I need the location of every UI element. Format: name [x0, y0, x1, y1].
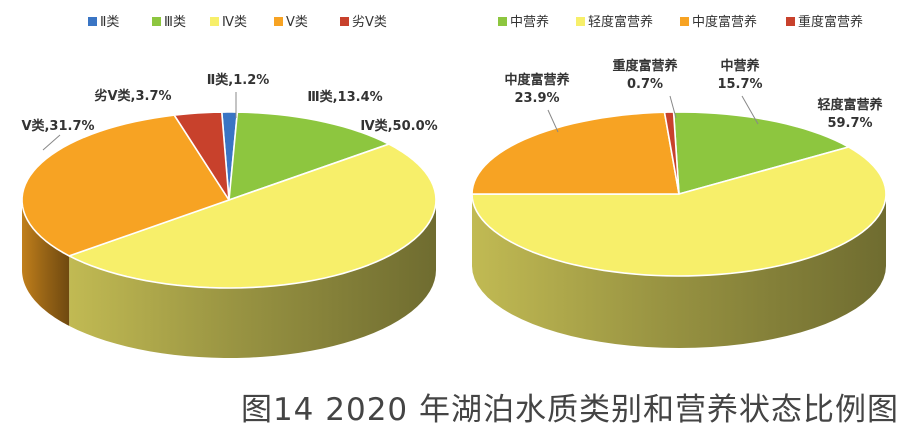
figure-caption: 图14 2020 年湖泊水质类别和营养状态比例图 [240, 392, 899, 428]
data-label: 劣Ⅴ类,3.7% [94, 88, 171, 104]
legend-swatch [680, 17, 689, 26]
leader-line [741, 95, 759, 125]
legend-label: Ⅳ类 [222, 15, 247, 30]
data-label: 中度富营养 [504, 72, 570, 88]
data-label: 23.9% [514, 91, 559, 106]
legend-swatch [340, 17, 349, 26]
data-label: Ⅴ类,31.7% [21, 118, 94, 134]
chart-canvas: Ⅱ类 Ⅲ类 Ⅳ类 Ⅴ类 劣Ⅴ类 Ⅱ类,1.2% Ⅲ类,13.4% Ⅳ类,50.0% Ⅴ类,31.… [21, 14, 887, 358]
pie-top-faces [21, 111, 437, 289]
data-label: 15.7% [717, 77, 762, 92]
chart-legend: Ⅱ类 Ⅲ类 Ⅳ类 Ⅴ类 劣Ⅴ类 [88, 15, 387, 30]
pie-slice-slice-4 [173, 111, 230, 201]
trophic-state-pie-chart: 中营养 轻度富营养 中度富营养 重度富营养中营养15.7%轻度富营养59.7%中度富营… [471, 14, 887, 348]
legend-swatch [210, 17, 219, 26]
pie-slice-slice-2 [471, 111, 680, 195]
legend-swatch [274, 17, 283, 26]
data-label: 轻度富营养 [817, 97, 883, 113]
data-label: 59.7% [827, 116, 872, 131]
legend-swatch [498, 17, 507, 26]
chart-legend: 中营养 轻度富营养 中度富营养 重度富营养 [498, 14, 863, 30]
legend-label: Ⅱ类 [100, 15, 119, 30]
pie-slice-slice-2 [68, 143, 437, 289]
legend-label: Ⅴ类 [286, 15, 308, 30]
pie-top-faces [471, 111, 887, 277]
legend-label: 劣Ⅴ类 [352, 15, 387, 30]
pie-side-walls [472, 194, 886, 348]
data-label: 0.7% [627, 77, 663, 92]
data-label: 重度富营养 [612, 58, 678, 74]
legend-swatch [152, 17, 161, 26]
pie-side-walls [22, 200, 436, 358]
legend-label: 重度富营养 [798, 14, 863, 30]
leader-line [547, 109, 559, 133]
leader-line [42, 134, 61, 151]
leader-line [669, 95, 677, 119]
data-labels: 中营养 15.7% 轻度富营养 59.7% 中度富营养 23.9% 重度富营养 0.7% [504, 58, 883, 133]
pie-side-slice-1 [472, 194, 886, 348]
legend-label: 中营养 [510, 14, 549, 30]
data-label: Ⅱ类,1.2% [207, 72, 270, 88]
legend-label: 轻度富营养 [588, 14, 653, 30]
pie-slice-slice-0 [672, 111, 850, 195]
data-label: Ⅲ类,13.4% [307, 89, 382, 105]
legend-label: Ⅲ类 [164, 15, 186, 30]
legend-label: 中度富营养 [692, 14, 757, 30]
pie-slice-slice-0 [220, 111, 239, 201]
pie-side-slice-3 [22, 200, 70, 326]
pie-slice-slice-3 [663, 111, 680, 195]
legend-swatch [786, 17, 795, 26]
legend-swatch [88, 17, 97, 26]
pie-slice-slice-1 [228, 111, 390, 201]
pie-slice-slice-1 [471, 146, 887, 277]
data-label: 中营养 [720, 58, 760, 74]
legend-swatch [576, 17, 585, 26]
data-labels: Ⅱ类,1.2% Ⅲ类,13.4% Ⅳ类,50.0% Ⅴ类,31.7%劣Ⅴ类,3.7% [21, 72, 438, 151]
pie-slice-slice-3 [21, 114, 230, 257]
pie-side-slice-2 [69, 200, 436, 358]
data-label: Ⅳ类,50.0% [360, 118, 437, 134]
water-quality-pie-chart: Ⅱ类 Ⅲ类 Ⅳ类 Ⅴ类 劣Ⅴ类 Ⅱ类,1.2% Ⅲ类,13.4% Ⅳ类,50.0% Ⅴ类,31.… [21, 15, 438, 358]
